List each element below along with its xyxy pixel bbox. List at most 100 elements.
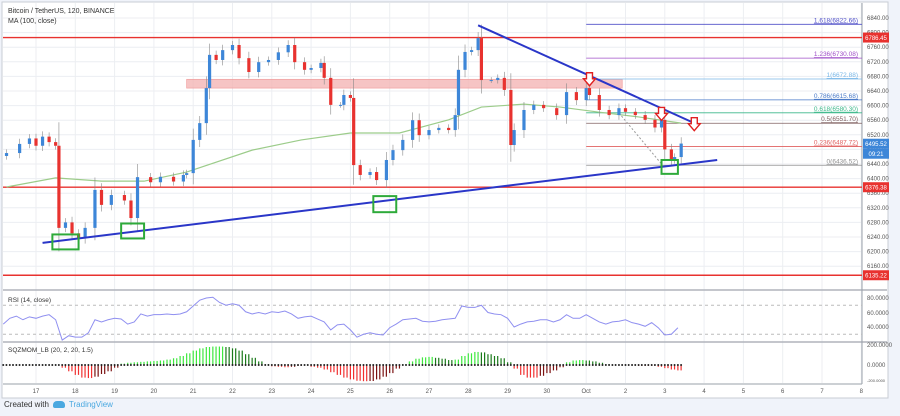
sqzmom-dot: [123, 364, 126, 366]
candle-body: [391, 150, 395, 160]
candle-body: [401, 139, 405, 151]
sqzmom-dot: [25, 364, 28, 366]
sqzmom-dot: [375, 364, 378, 366]
candle-body: [204, 88, 208, 124]
candle-body: [532, 104, 536, 110]
sqzmom-dot: [260, 364, 263, 366]
fib-level-label: 1(6672.88): [827, 72, 858, 79]
down-arrow-icon: [654, 106, 670, 122]
sqzmom-dot: [283, 364, 286, 366]
time-tick-label: 30: [544, 389, 551, 395]
candle-body: [456, 69, 461, 116]
sqzmom-dot: [428, 364, 430, 366]
sqzmom-dot: [208, 364, 211, 366]
price-tick-label: 6720.00: [867, 60, 889, 66]
candle-body: [502, 77, 506, 90]
price-tick-label: 6840.00: [867, 16, 889, 22]
sqzmom-tick-label: -200.0000: [867, 378, 886, 383]
price-tick-label: 6600.00: [867, 104, 889, 110]
sqzmom-dot: [290, 364, 293, 366]
sqzmom-dot: [500, 364, 503, 366]
rsi-tick-label: 40.0000: [867, 325, 889, 331]
fib-level-label: 0.786(6615.68): [814, 93, 858, 100]
time-tick-label: 21: [190, 389, 197, 395]
sqzmom-dot: [238, 364, 241, 366]
sqzmom-dot: [568, 364, 571, 366]
sqzmom-dot: [8, 364, 11, 366]
sqzmom-dot: [74, 364, 77, 366]
sqzmom-dot: [421, 364, 424, 366]
sqzmom-dot: [467, 364, 470, 366]
price-tick-label: 6520.00: [867, 133, 889, 139]
candle-body: [70, 222, 74, 234]
candle-body: [348, 95, 352, 98]
sqzmom-dot: [107, 364, 110, 366]
candle-body: [584, 88, 588, 101]
tradingview-link[interactable]: TradingView: [68, 400, 113, 409]
sqzmom-dot: [450, 364, 453, 366]
sqzmom-dot: [264, 364, 267, 366]
candle-body: [663, 119, 667, 150]
candle-body: [93, 189, 97, 228]
created-with-text: Created with: [4, 400, 49, 409]
sqzmom-dot: [323, 364, 326, 366]
sqzmom-dot: [139, 364, 142, 366]
sqzmom-dot: [310, 364, 313, 366]
ma-legend: MA (100, close): [8, 18, 57, 25]
time-tick-label: 2: [624, 389, 628, 395]
candle-body: [40, 136, 45, 146]
sqzmom-dot: [31, 364, 34, 366]
support-box: [51, 233, 80, 251]
sqzmom-dot: [598, 364, 601, 366]
time-tick-label: 27: [426, 389, 433, 395]
support-box: [120, 222, 146, 240]
axes[interactable]: 6840.006800.006760.006720.006680.006640.…: [33, 16, 893, 395]
time-tick-label: 19: [111, 389, 118, 395]
sqzmom-tick-label: 0.0000: [867, 363, 886, 369]
sqzmom-dot: [306, 364, 309, 366]
sqzmom-dot: [48, 364, 51, 366]
sqzmom-dot: [385, 364, 388, 366]
sqzmom-dot: [254, 364, 257, 366]
sqzmom-dot: [143, 364, 145, 366]
sqzmom-dot: [332, 364, 335, 366]
sqzmom-dot: [359, 364, 362, 366]
sqzmom-dot: [418, 364, 421, 366]
sqzmom-legend: SQZMOM_LB (20, 2, 20, 1.5): [8, 347, 93, 354]
candle-body: [384, 159, 389, 181]
sqzmom-dot: [185, 364, 188, 366]
sqzmom-dot: [215, 364, 218, 366]
sqzmom-dot: [611, 364, 614, 366]
candle-body: [653, 119, 657, 128]
time-tick-label: 18: [72, 389, 79, 395]
level-price-tag-bg: [863, 270, 889, 281]
level-price-tag: 6135.22: [865, 274, 887, 280]
candle-body: [286, 45, 290, 53]
sqzmom-dot: [162, 364, 165, 366]
candle-body: [437, 127, 441, 131]
candle-body: [309, 68, 313, 70]
sqzmom-dot: [650, 364, 653, 366]
candle-body: [368, 172, 372, 175]
sqzmom-dot: [352, 364, 355, 366]
sqzmom-dot: [54, 364, 57, 366]
sqzmom-dot: [395, 364, 398, 366]
sqzmom-dot: [552, 364, 555, 366]
sqzmom-dot: [516, 364, 519, 366]
sqzmom-dot: [591, 364, 594, 366]
sqzmom-dot: [166, 364, 168, 366]
sqzmom-dot: [84, 364, 87, 366]
candle-body: [476, 38, 480, 51]
bar-countdown-tag-bg: [863, 148, 889, 159]
candle-body: [276, 52, 280, 60]
sqzmom-dot: [463, 364, 466, 366]
candle-body: [207, 54, 212, 89]
sqzmom-dot: [441, 364, 444, 366]
sqzmom-dot: [231, 364, 234, 366]
sqzmom-dot: [90, 364, 93, 366]
sqzmom-dot: [660, 364, 663, 366]
sqzmom-dot: [21, 364, 24, 366]
sqzmom-dot: [667, 364, 669, 366]
price-tick-label: 6400.00: [867, 177, 889, 183]
